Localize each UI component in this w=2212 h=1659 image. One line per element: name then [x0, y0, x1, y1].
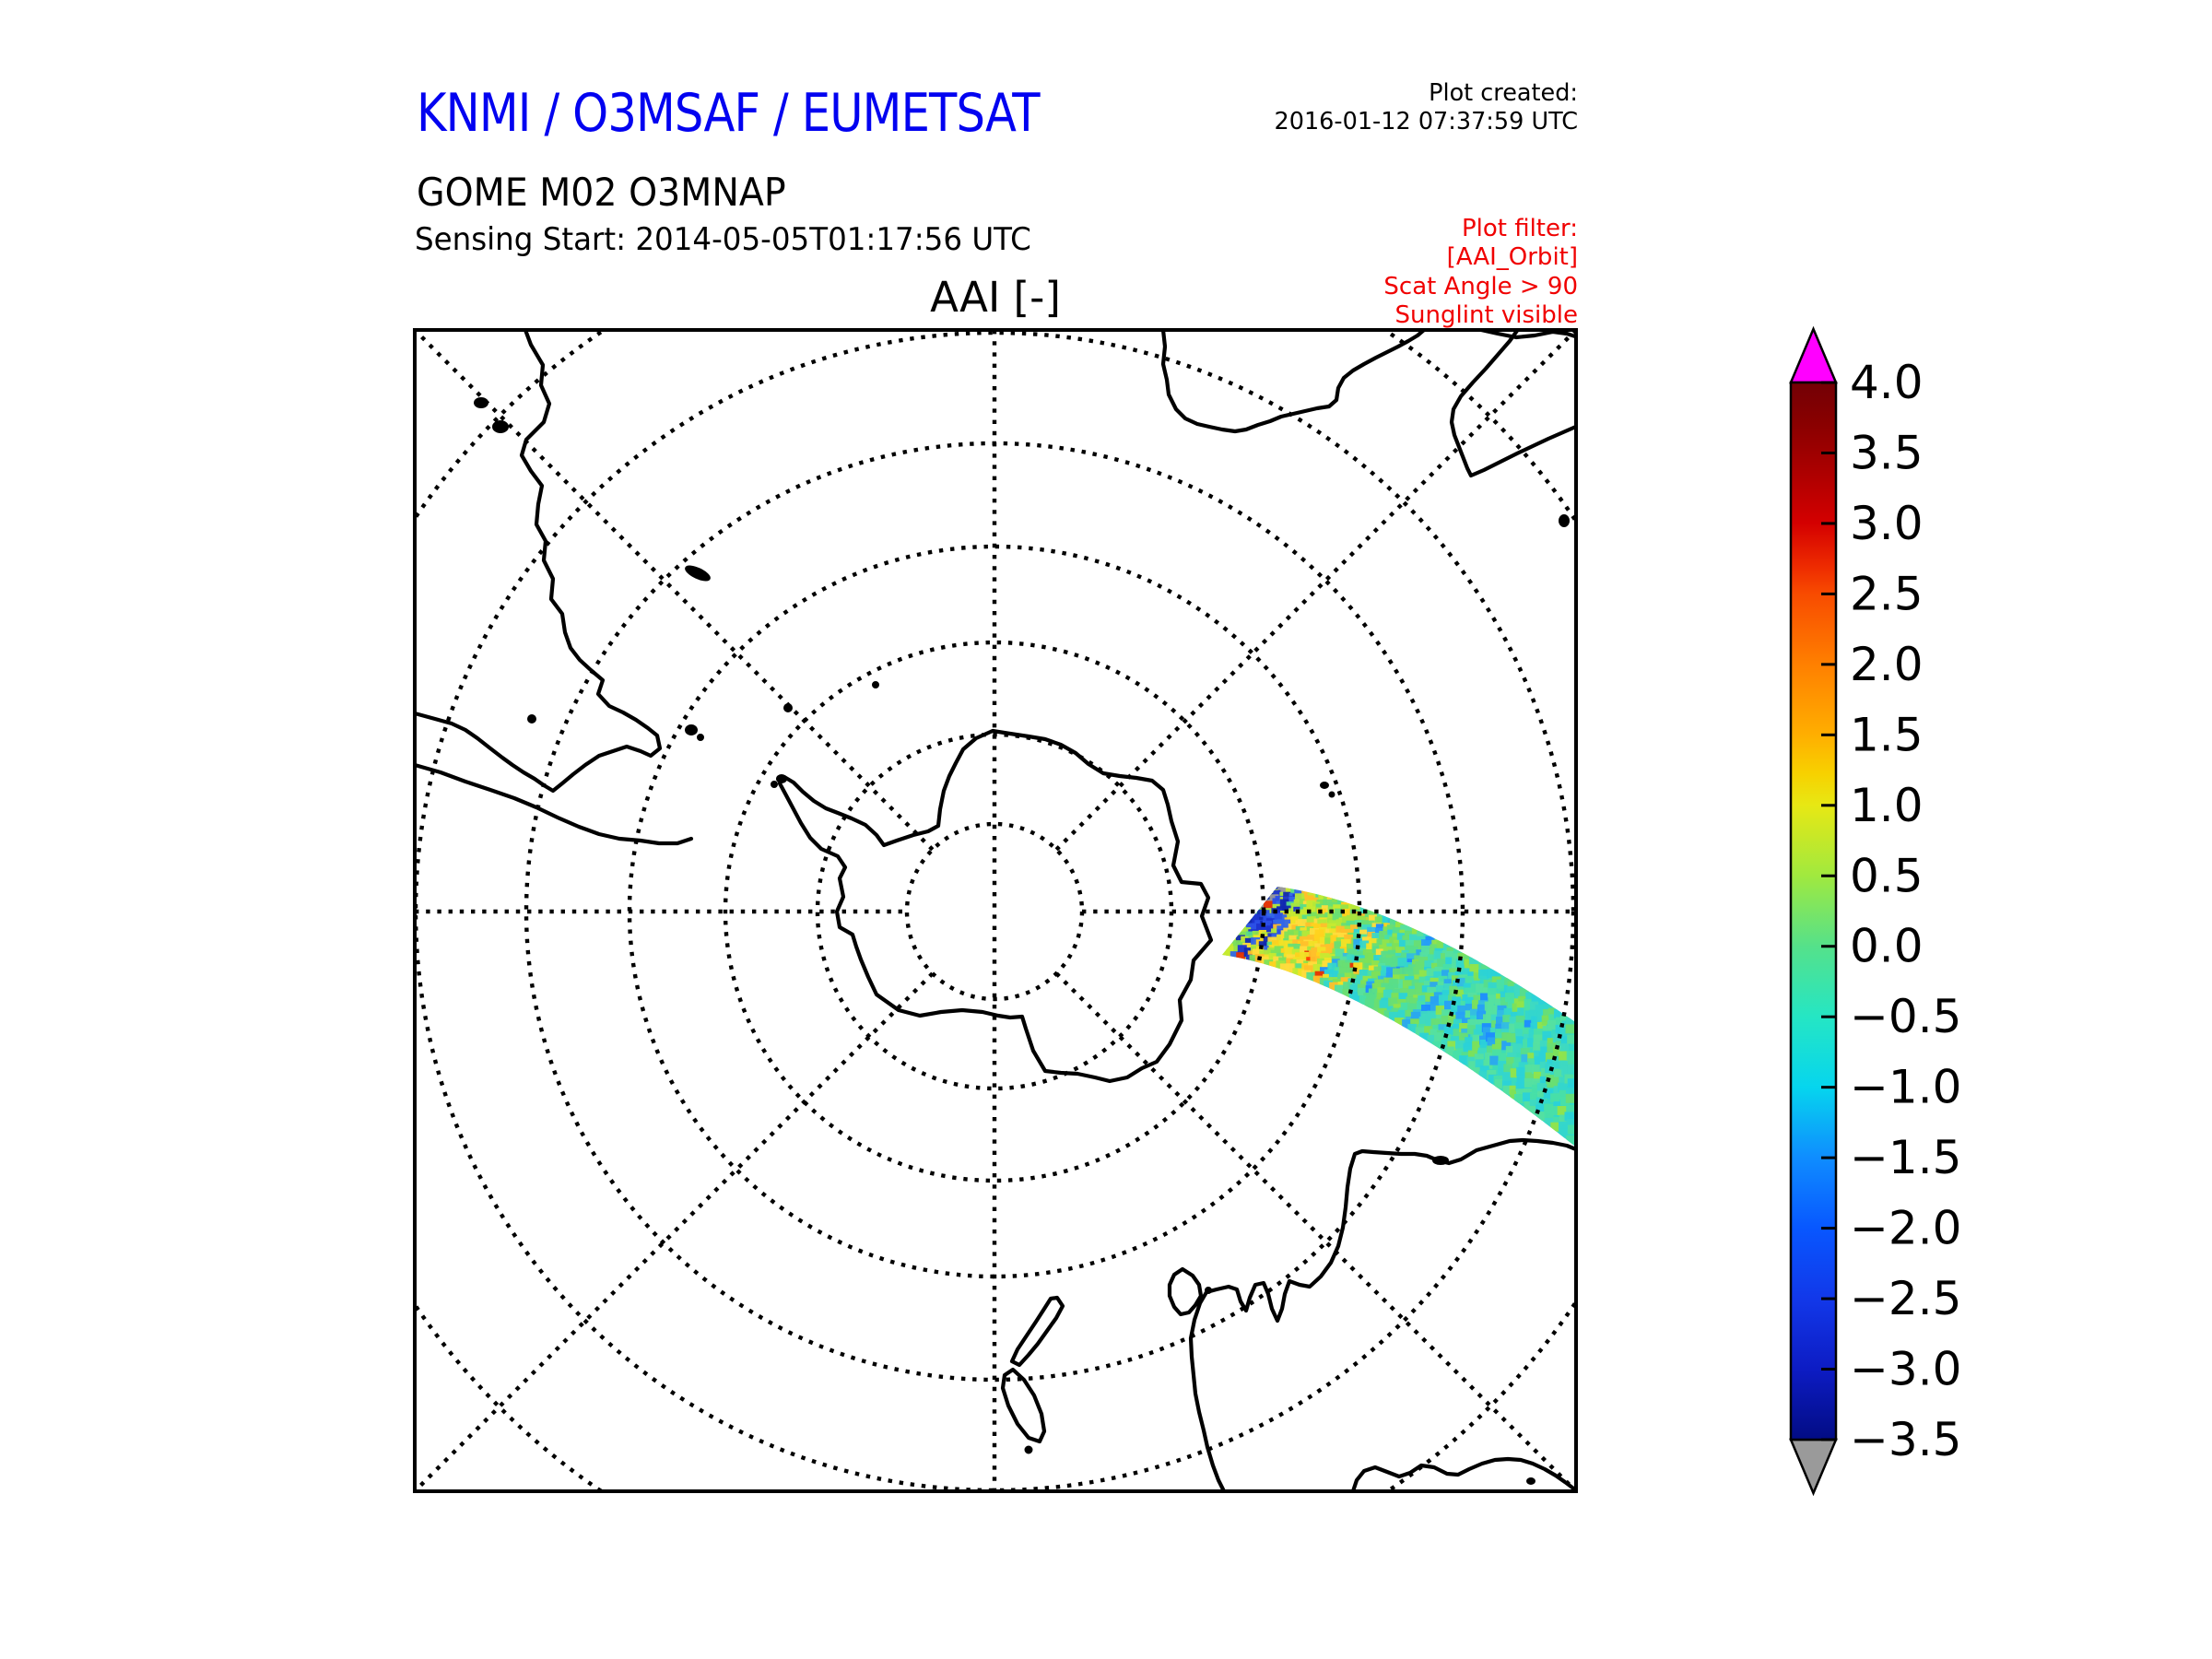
map-frame — [413, 328, 1578, 1493]
colorbar-tick-label: −3.0 — [1850, 1343, 1961, 1396]
colorbar-tick-label: 0.5 — [1850, 849, 1924, 902]
colorbar-tick-label: 1.5 — [1850, 708, 1924, 761]
madagascar-north-coastline — [1478, 330, 1576, 340]
africa-coastline — [1160, 330, 1427, 434]
colorbar-tick-label: −2.5 — [1850, 1272, 1961, 1325]
colorbar-tick-label: −2.0 — [1850, 1202, 1961, 1255]
island — [783, 703, 793, 712]
madagascar-coastline — [1449, 330, 1576, 478]
colorbar-tick-label: 0.0 — [1850, 920, 1924, 973]
instrument-line: GOME M02 O3MNAP — [417, 170, 786, 215]
colorbar-tick-label: 2.0 — [1850, 638, 1924, 691]
colorbar-tick-label: −0.5 — [1850, 990, 1961, 1043]
colorbar-tick-label: −1.0 — [1850, 1061, 1961, 1114]
plot-filter-line: [AAI_Orbit] — [1446, 243, 1578, 272]
island — [1526, 1477, 1535, 1485]
corner-coastline — [1350, 1456, 1576, 1491]
plot-filter-line: Plot filter: — [1461, 215, 1578, 242]
island — [527, 714, 536, 724]
colorbar-under-arrow — [1789, 1438, 1838, 1497]
island — [1559, 514, 1570, 527]
plot-created-block: Plot created: 2016-01-12 07:37:59 UTC — [1209, 79, 1578, 136]
colorbar-gradient — [1789, 381, 1838, 1441]
colorbar-tick-label: −1.5 — [1850, 1131, 1961, 1184]
island — [474, 397, 488, 408]
coastlines — [415, 330, 1576, 1491]
page-title: KNMI / O3MSAF / EUMETSAT — [417, 83, 1041, 144]
island — [492, 420, 509, 433]
colorbar-tick-label: 4.0 — [1850, 356, 1924, 409]
colorbar-tick-label: 3.5 — [1850, 426, 1924, 479]
graticule-dotted-grid — [415, 330, 1576, 1491]
island — [1432, 1156, 1449, 1165]
south-america-coastline — [415, 330, 663, 794]
colorbar-tick-label: 1.0 — [1850, 779, 1924, 832]
colorbar: 4.0 3.5 3.0 2.5 2.0 1.5 1.0 0.5 0.0 −0.5 −1.0 −1.5 −… — [1789, 325, 1961, 1497]
island — [1205, 1287, 1212, 1294]
island — [1320, 782, 1329, 789]
island — [685, 565, 711, 582]
plot-filter-line: Sunglint visible — [1394, 300, 1578, 329]
island — [771, 781, 778, 788]
colorbar-tick-label: 3.0 — [1850, 497, 1924, 550]
colorbar-tick-label: −3.5 — [1850, 1413, 1961, 1466]
island — [1328, 791, 1335, 798]
island — [1024, 1445, 1033, 1454]
australia-coastline — [1188, 1137, 1576, 1491]
colorbar-tick-label: 2.5 — [1850, 567, 1924, 620]
plot-created-timestamp: 2016-01-12 07:37:59 UTC — [1274, 108, 1578, 135]
antarctica-coastline — [777, 728, 1214, 1084]
aai-orbit-swath — [1222, 887, 1574, 1146]
island — [776, 774, 787, 783]
island — [872, 681, 879, 688]
patagonia-archipelago — [415, 762, 694, 846]
colorbar-over-arrow — [1789, 325, 1838, 384]
plot-created-label: Plot created: — [1429, 79, 1578, 107]
map-title: AAI [-] — [930, 273, 1061, 322]
island — [685, 724, 698, 735]
plot-filter-line: Scat Angle > 90 — [1383, 272, 1578, 300]
new-zealand-south — [1000, 1367, 1047, 1444]
tasmania-coastline — [1167, 1266, 1204, 1317]
island — [697, 734, 704, 741]
sensing-start-line: Sensing Start: 2014-05-05T01:17:56 UTC — [415, 221, 1031, 257]
new-zealand-north — [1009, 1295, 1065, 1368]
plot-filter-block: Plot filter: [AAI_Orbit] Scat Angle > 90… — [1209, 215, 1578, 330]
